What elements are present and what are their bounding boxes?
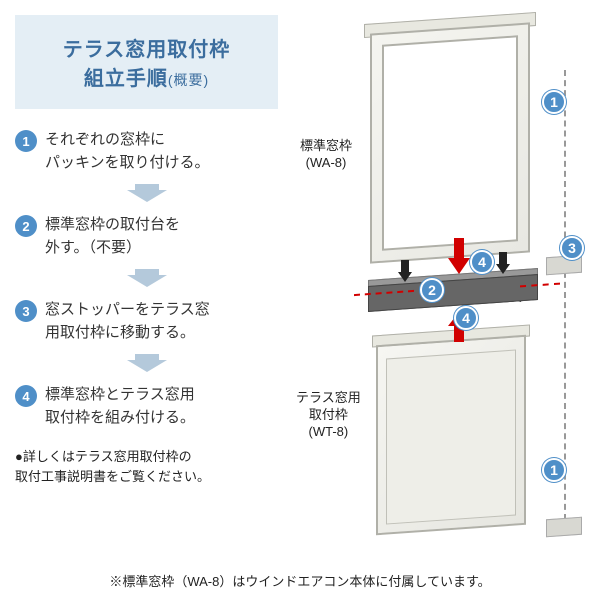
step-2-num: 2 [15,215,37,237]
step-4-text: 標準窓枠とテラス窓用取付枠を組み付ける。 [45,384,195,429]
terrace-frame [376,340,526,530]
diagram-circle-1a: 1 [542,90,566,114]
footer-note: ※標準窓枠（WA-8）はウインドエアコン本体に付属しています。 [0,571,600,590]
diagram-circle-4b: 4 [454,306,478,330]
black-arrow-left [398,260,412,287]
guide-dashed-line [564,70,566,520]
note-text: ●詳しくはテラス窓用取付枠の取付工事説明書をご覧ください。 [15,447,278,486]
step-3-text: 窓ストッパーをテラス窓用取付枠に移動する。 [45,299,210,344]
step-1-num: 1 [15,130,37,152]
black-arrow-right [496,252,510,279]
title-main: 組立手順 [84,68,168,90]
standard-frame [370,28,530,258]
bracket-right-bottom [546,517,582,538]
step-4-num: 4 [15,385,37,407]
step-3: 3 窓ストッパーをテラス窓用取付枠に移動する。 [15,297,278,346]
step-4: 4 標準窓枠とテラス窓用取付枠を組み付ける。 [15,382,278,431]
title-box: テラス窓用取付枠 組立手順(概要) [15,15,278,109]
flow-arrow-3 [15,354,278,372]
assembly-diagram: 標準窓枠 (WA-8) テラス窓用 取付枠 (WT-8) 取付台 不要 [290,20,590,540]
title-line-1: テラス窓用取付枠 [25,33,268,62]
step-1-text: それぞれの窓枠にパッキンを取り付ける。 [45,129,210,174]
step-2: 2 標準窓枠の取付台を外す。（不要） [15,212,278,261]
flow-arrow-2 [15,269,278,287]
flow-arrow-1 [15,184,278,202]
diagram-circle-4a: 4 [470,250,494,274]
step-3-num: 3 [15,300,37,322]
step-2-text: 標準窓枠の取付台を外す。（不要） [45,214,180,259]
diagram-circle-3: 3 [560,236,584,260]
red-arrow-down [448,238,470,274]
title-line-2: 組立手順(概要) [25,62,268,91]
diagram-circle-2: 2 [420,278,444,302]
label-terrace-frame: テラス窓用 取付枠 (WT-8) [296,390,361,441]
diagram-circle-1b: 1 [542,458,566,482]
title-paren: (概要) [168,72,209,88]
step-1: 1 それぞれの窓枠にパッキンを取り付ける。 [15,127,278,176]
label-standard-frame: 標準窓枠 (WA-8) [300,138,352,172]
